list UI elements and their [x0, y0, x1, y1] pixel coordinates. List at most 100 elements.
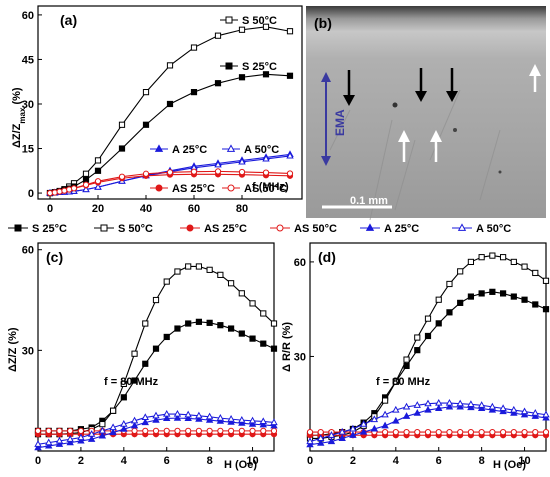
- data-point: [532, 269, 539, 277]
- y-tick-label: 60: [22, 10, 34, 22]
- data-point: [77, 433, 85, 441]
- panel-d-ylabel: Δ R/R (%): [281, 322, 293, 372]
- data-point: [130, 421, 139, 429]
- panel-b-micrograph: (b) EMA 0.1 mm: [306, 6, 546, 221]
- data-point: [488, 405, 497, 413]
- data-point: [499, 254, 507, 261]
- series-as-50-c: [34, 427, 278, 434]
- data-point: [488, 402, 497, 410]
- panel-a-series: [46, 23, 294, 197]
- data-point: [98, 426, 107, 434]
- ema-label: EMA: [333, 109, 347, 136]
- data-point: [327, 437, 336, 445]
- data-point: [205, 412, 214, 420]
- data-point: [163, 427, 170, 434]
- panel-c-series: [34, 263, 278, 451]
- data-point: [446, 280, 453, 288]
- y-tick-label: 30: [22, 99, 34, 111]
- data-point: [467, 428, 475, 436]
- data-point: [70, 185, 78, 192]
- data-point: [248, 416, 257, 424]
- data-point: [521, 296, 528, 303]
- legend-label: AS 25°C: [204, 223, 247, 235]
- data-point: [94, 157, 102, 164]
- data-point: [214, 160, 222, 168]
- data-point: [195, 318, 203, 325]
- data-point: [163, 414, 171, 422]
- data-point: [173, 409, 182, 417]
- data-point: [45, 427, 52, 434]
- x-tick-label: 4: [121, 455, 128, 467]
- data-point: [392, 378, 399, 385]
- data-point: [306, 437, 314, 445]
- data-point: [381, 410, 389, 418]
- data-point: [392, 405, 400, 413]
- data-point: [510, 405, 518, 413]
- panel-b-label: (b): [314, 15, 332, 31]
- data-point: [392, 428, 399, 436]
- data-point: [359, 427, 368, 435]
- data-point: [435, 404, 443, 412]
- data-point: [77, 427, 85, 434]
- data-point: [142, 360, 149, 367]
- y-tick-label: 60: [22, 245, 34, 257]
- data-point: [227, 280, 235, 287]
- black-down-arrow-icon: [343, 70, 355, 106]
- data-point: [248, 420, 257, 427]
- data-point: [217, 271, 224, 278]
- data-point: [521, 428, 528, 436]
- legend-marker: [276, 224, 284, 232]
- data-point: [467, 403, 475, 411]
- series-a-50-c: [34, 409, 278, 447]
- data-point: [520, 410, 529, 418]
- series-as-50-c: [46, 168, 294, 197]
- x-tick-label: 0: [47, 203, 53, 215]
- data-point: [260, 340, 267, 347]
- data-point: [87, 430, 96, 437]
- legend-label: A 50°C: [244, 144, 279, 156]
- data-point: [55, 436, 64, 444]
- panel-c-ylabel: ΔZ/Z (%): [7, 327, 19, 372]
- data-point: [499, 404, 507, 412]
- data-point: [338, 427, 346, 435]
- data-point: [349, 431, 357, 438]
- data-point: [424, 428, 432, 436]
- data-point: [338, 434, 346, 441]
- series-a-50-c: [306, 398, 550, 445]
- data-point: [174, 427, 181, 434]
- data-point: [238, 157, 246, 165]
- ema-arrow-icon: [321, 72, 331, 166]
- data-point: [56, 427, 63, 434]
- data-point: [174, 325, 181, 332]
- micrograph-texture: [329, 89, 501, 221]
- data-point: [120, 394, 127, 401]
- legend-label: AS 50°C: [244, 183, 287, 195]
- data-point: [317, 428, 324, 436]
- data-point: [260, 427, 267, 434]
- data-point: [381, 397, 389, 404]
- panel-d-series: [306, 252, 550, 448]
- x-tick-label: 6: [436, 455, 442, 467]
- data-point: [109, 428, 117, 436]
- legend-row: S 25°C S 50°C AS 25°C AS 50°C A 25°C A 50°C: [8, 223, 511, 235]
- micrograph-image: [306, 6, 546, 218]
- panel-c: 0 2 4 6 8 10 30 60 (c) ΔZ/Z (%) H (Oe) f = 80 M…: [7, 242, 278, 471]
- data-point: [184, 410, 192, 418]
- data-point: [542, 410, 550, 418]
- legend-label: S 25°C: [32, 223, 67, 235]
- panel-a-frame: [37, 5, 303, 200]
- data-point: [142, 427, 149, 434]
- data-point: [206, 266, 213, 273]
- data-point: [489, 252, 496, 259]
- data-point: [190, 168, 198, 175]
- x-tick-label: 20: [92, 203, 104, 215]
- data-point: [163, 409, 171, 417]
- data-point: [166, 169, 174, 176]
- data-point: [249, 300, 256, 307]
- x-tick-label: 0: [35, 455, 41, 467]
- panel-a-label: (a): [60, 12, 77, 28]
- data-point: [446, 428, 453, 436]
- legend-label: A 50°C: [476, 223, 511, 235]
- panel-d: 0 2 4 6 8 10 30 60 (d) Δ R/R (%) H (Oe) f = 80 …: [281, 242, 550, 471]
- data-point: [446, 309, 453, 316]
